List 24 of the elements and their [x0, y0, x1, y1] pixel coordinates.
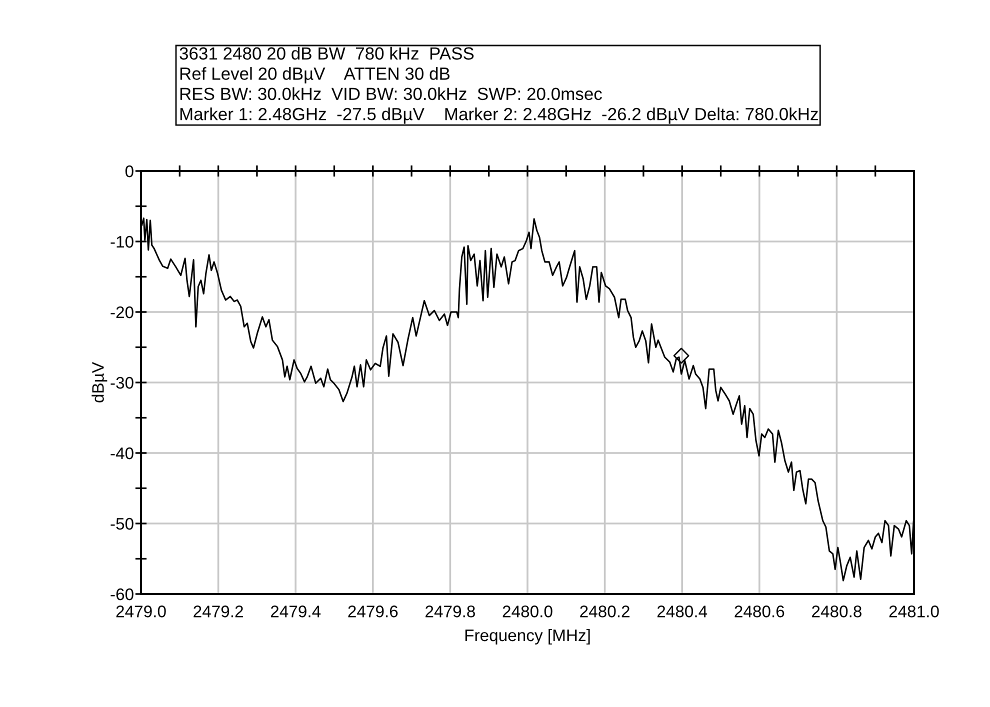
text: Ref Level 20 dBµV ATTEN 30 dB [180, 67, 450, 84]
y-tick-label: 0 [125, 165, 134, 178]
text: RES BW: 30.0kHz VID BW: 30.0kHz SWP: 20.0msec [180, 87, 602, 100]
x-axis-title: Frequency [MHz] [465, 628, 590, 645]
y-tick-label: -30 [110, 376, 134, 389]
y-tick-label: -20 [110, 306, 134, 318]
x-tick-label: 2480.6 [734, 606, 784, 618]
y-tick-label: -10 [110, 236, 134, 248]
x-tick-label: 2479.0 [116, 606, 166, 618]
chart-title: 3631 2480 20 dB BW 780 kHz PASS [180, 46, 474, 60]
x-tick-label: 2479.6 [348, 606, 398, 618]
y-tick-label: -40 [110, 447, 134, 460]
y-axis-title: dBµV [92, 362, 108, 402]
y-tick-label: -60 [110, 588, 134, 600]
x-tick-label: 2480.8 [812, 606, 862, 618]
y-tick-label: -50 [110, 518, 134, 530]
x-tick-label: 2480.4 [657, 606, 708, 618]
x-tick-label: 2479.2 [194, 606, 243, 618]
x-tick-label: 2479.8 [426, 606, 475, 618]
x-tick-label: 2479.4 [270, 606, 321, 618]
x-tick-label: 2480.0 [502, 606, 552, 618]
x-tick-label: 2481.0 [889, 606, 939, 618]
x-tick-label: 2480.2 [580, 606, 630, 618]
text: Marker 1: 2.48GHz -27.5 dBµV Marker 2: 2.48GHz -26.2 dBµV Delta: 780.0kHz [180, 107, 818, 124]
